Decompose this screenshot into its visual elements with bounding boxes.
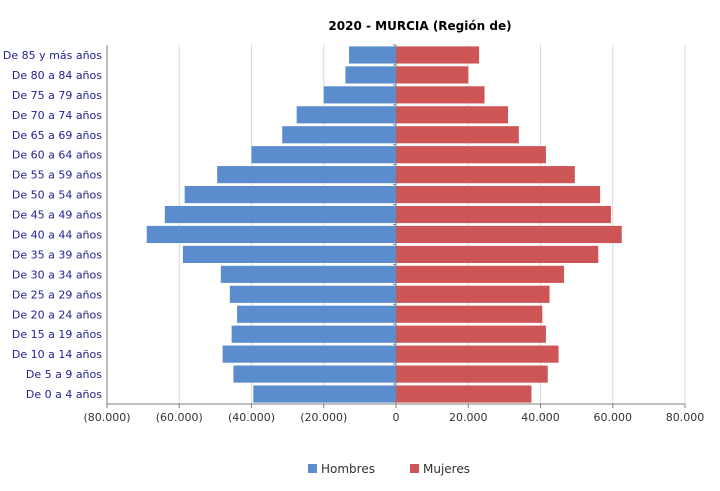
- bar-mujeres-7: [396, 186, 601, 204]
- bar-mujeres-2: [396, 86, 485, 104]
- y-tick-label-1: De 80 a 84 años: [12, 69, 102, 82]
- y-tick-label-7: De 50 a 54 años: [12, 189, 102, 202]
- bar-mujeres-13: [396, 305, 543, 323]
- bar-hombres-6: [217, 166, 396, 184]
- x-tick-label-8: 80.000: [666, 411, 705, 424]
- x-tick-label-0: (80.000): [83, 411, 130, 424]
- y-tick-label-17: De 0 a 4 años: [26, 388, 102, 401]
- legend-swatch-mujeres: [410, 464, 419, 473]
- x-tick-label-1: (60.000): [156, 411, 203, 424]
- legend-swatch-hombres: [308, 464, 317, 473]
- bar-mujeres-15: [396, 345, 559, 363]
- y-tick-label-11: De 30 a 34 años: [12, 268, 102, 281]
- bar-mujeres-14: [396, 325, 546, 343]
- bar-mujeres-16: [396, 365, 548, 383]
- y-tick-label-13: De 20 a 24 años: [12, 308, 102, 321]
- bar-mujeres-4: [396, 126, 519, 144]
- bar-mujeres-3: [396, 106, 508, 124]
- y-tick-label-6: De 55 a 59 años: [12, 169, 102, 182]
- bars: [146, 46, 622, 403]
- y-tick-label-4: De 65 a 69 años: [12, 129, 102, 142]
- bar-hombres-13: [237, 305, 396, 323]
- y-tick-label-12: De 25 a 29 años: [12, 288, 102, 301]
- y-tick-label-5: De 60 a 64 años: [12, 149, 102, 162]
- bar-hombres-16: [233, 365, 396, 383]
- bar-mujeres-12: [396, 285, 550, 303]
- bar-mujeres-5: [396, 146, 546, 164]
- bar-hombres-11: [220, 265, 396, 283]
- y-tick-label-0: De 85 y más años: [3, 49, 102, 62]
- legend-label-hombres: Hombres: [321, 462, 375, 476]
- x-tick-label-7: 60.000: [594, 411, 633, 424]
- legend-label-mujeres: Mujeres: [423, 462, 470, 476]
- y-tick-label-3: De 70 a 74 años: [12, 109, 102, 122]
- bar-mujeres-9: [396, 225, 622, 244]
- bar-mujeres-11: [396, 265, 564, 283]
- bar-hombres-17: [253, 385, 396, 403]
- bar-hombres-8: [164, 205, 396, 224]
- legend: Hombres Mujeres: [308, 462, 470, 476]
- bar-hombres-5: [251, 146, 396, 164]
- bar-hombres-0: [349, 46, 396, 64]
- bar-hombres-15: [222, 345, 396, 363]
- bar-hombres-12: [229, 285, 396, 303]
- bar-mujeres-0: [396, 46, 480, 64]
- x-axis-labels: (80.000) (60.000) (40.000) (20.000) 0 20.000 4…: [83, 411, 704, 424]
- bar-hombres-14: [231, 325, 396, 343]
- bar-mujeres-10: [396, 245, 599, 263]
- chart-title: 2020 - MURCIA (Región de): [328, 19, 511, 33]
- x-tick-label-6: 40.000: [521, 411, 560, 424]
- x-tick-label-5: 20.000: [449, 411, 488, 424]
- bar-hombres-10: [182, 245, 396, 263]
- bar-hombres-2: [323, 86, 396, 104]
- y-tick-label-15: De 10 a 14 años: [12, 348, 102, 361]
- bar-mujeres-8: [396, 205, 611, 224]
- y-tick-label-14: De 15 a 19 años: [12, 328, 102, 341]
- bar-hombres-3: [296, 106, 396, 124]
- bar-hombres-9: [146, 225, 396, 244]
- x-tick-label-2: (40.000): [228, 411, 275, 424]
- y-tick-label-9: De 40 a 44 años: [12, 228, 102, 241]
- y-tick-label-10: De 35 a 39 años: [12, 248, 102, 261]
- x-tick-label-4: 0: [393, 411, 400, 424]
- y-tick-label-16: De 5 a 9 años: [26, 368, 102, 381]
- x-tick-label-3: (20.000): [300, 411, 347, 424]
- bar-mujeres-1: [396, 66, 469, 84]
- bar-hombres-4: [282, 126, 396, 144]
- bar-hombres-7: [184, 186, 396, 204]
- bar-mujeres-6: [396, 166, 575, 184]
- y-axis-labels: De 85 y más años De 80 a 84 años De 75 a 7…: [3, 49, 102, 401]
- y-tick-label-8: De 45 a 49 años: [12, 209, 102, 222]
- bar-mujeres-17: [396, 385, 532, 403]
- axes: [106, 44, 686, 408]
- y-tick-label-2: De 75 a 79 años: [12, 89, 102, 102]
- bar-hombres-1: [345, 66, 396, 84]
